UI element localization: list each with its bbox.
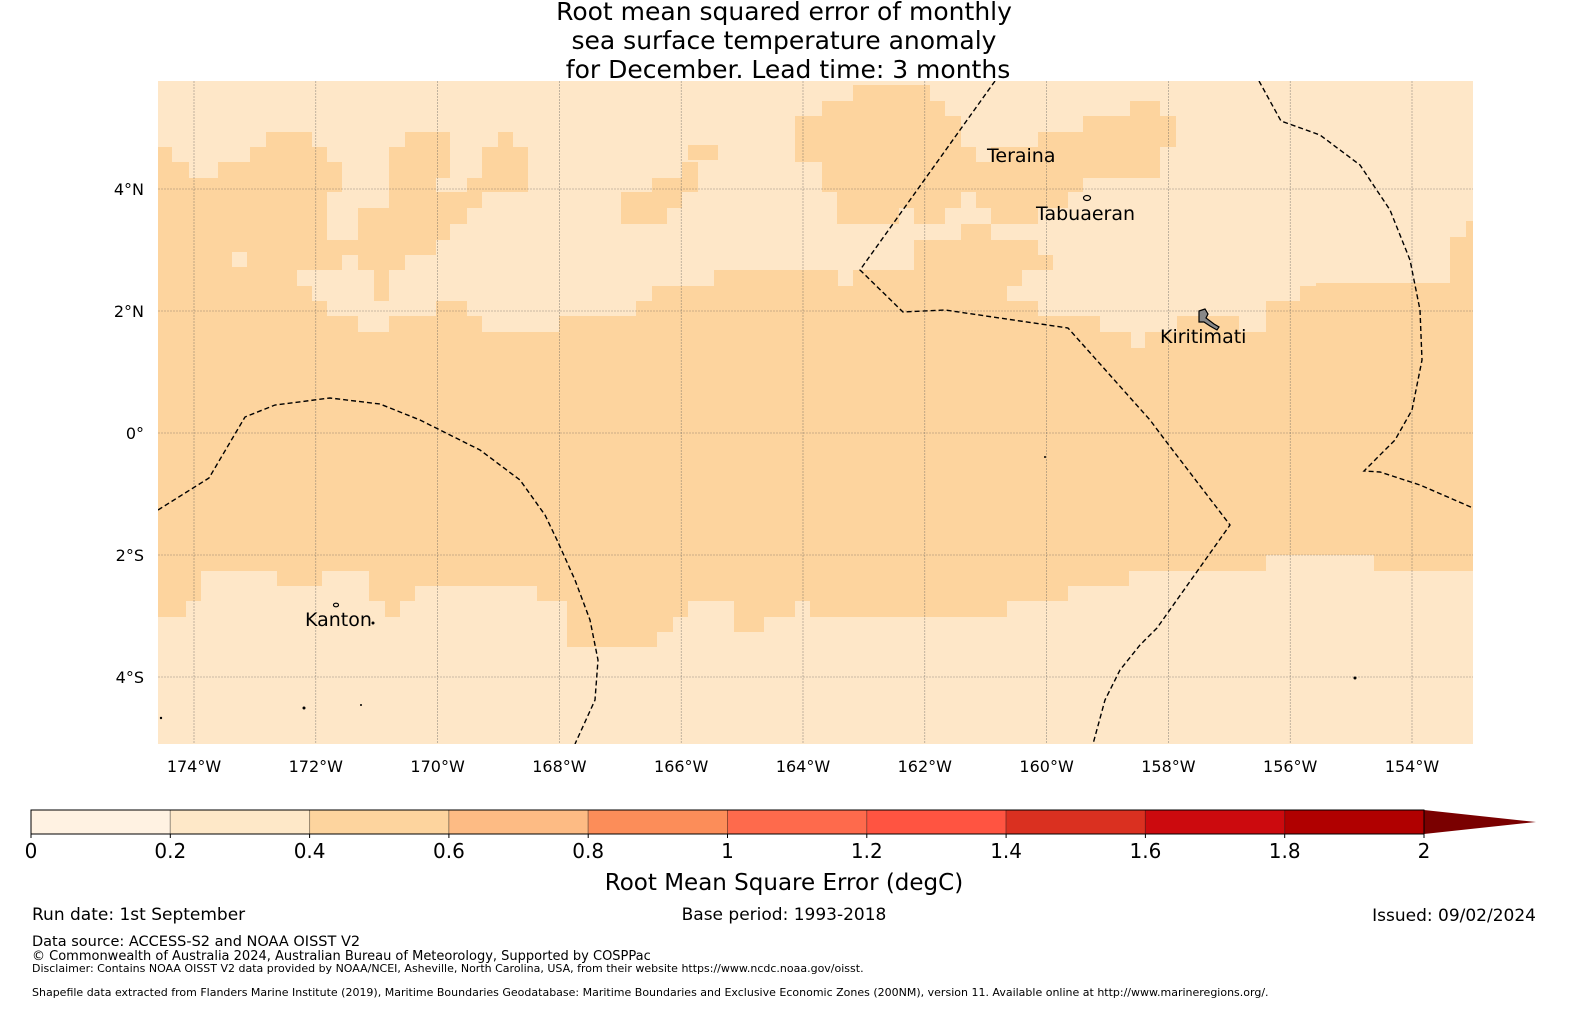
label-kiritimati: Kiritimati — [1160, 326, 1246, 348]
data-source: Data source: ACCESS-S2 and NOAA OISST V2 — [32, 934, 360, 950]
colorbar-bin — [309, 809, 450, 835]
rmse-patch — [158, 132, 342, 292]
colorbar-bin — [169, 809, 311, 835]
lat-tick-label: 0° — [126, 424, 144, 443]
island-dot — [1044, 456, 1046, 458]
colorbar-bin — [1005, 809, 1146, 835]
rmse-patch-low — [232, 252, 247, 267]
lon-tick-label: 160°W — [1019, 757, 1074, 776]
eez-boundary-phoenix — [158, 397, 599, 744]
latitude-tick-labels: 4°N 2°N 0° 2°S 4°S — [114, 180, 144, 687]
lat-tick-label: 2°N — [114, 302, 144, 321]
colorbar-bin — [587, 809, 729, 835]
kiritimati-island — [1198, 308, 1220, 331]
islands — [159, 194, 1357, 720]
longitude-tick-labels: 174°W 172°W 170°W 168°W 166°W 164°W 162°W 160°W… — [167, 757, 1440, 776]
colorbar-tick-label: 1.4 — [990, 839, 1022, 863]
graticule — [158, 81, 1473, 744]
title-line-1: Root mean squared error of monthly — [556, 0, 1012, 26]
shapefile-credit: Shapefile data extracted from Flanders M… — [32, 986, 1269, 999]
colorbar-bin — [866, 809, 1007, 835]
rmse-region-south-low — [158, 555, 1473, 744]
lon-tick-label: 158°W — [1141, 757, 1196, 776]
rmse-patch — [467, 132, 528, 192]
lon-tick-label: 174°W — [167, 757, 222, 776]
colorbar-bin — [1284, 809, 1425, 835]
lon-tick-label: 156°W — [1263, 757, 1318, 776]
colorbar-bin — [727, 809, 868, 835]
colorbar-bin — [1144, 809, 1286, 835]
footer: Run date: 1st September Base period: 199… — [32, 905, 1536, 999]
rmse-patch — [621, 162, 698, 224]
lon-tick-label: 166°W — [654, 757, 709, 776]
copyright: © Commonwealth of Australia 2024, Austra… — [32, 949, 651, 964]
lat-tick-label: 4°N — [114, 180, 144, 199]
colorbar-bin — [448, 809, 589, 835]
lon-tick-label: 154°W — [1385, 757, 1440, 776]
island-dot — [360, 704, 362, 706]
eez-boundaries — [158, 81, 1473, 744]
island-dot — [1353, 676, 1357, 680]
colorbar-tick-label: 0.4 — [294, 839, 326, 863]
eez-boundary-line-islands — [859, 81, 1231, 744]
lon-tick-label: 168°W — [532, 757, 587, 776]
map-panel: Teraina Tabuaeran Kiritimati Kanton 174°… — [114, 81, 1473, 776]
base-period: Base period: 1993-2018 — [682, 905, 887, 925]
label-kanton: Kanton — [305, 609, 372, 631]
tabuaeran-island — [1082, 194, 1092, 202]
label-teraina: Teraina — [986, 145, 1056, 167]
kanton-island — [332, 602, 340, 608]
colorbar-tick-label: 1 — [721, 839, 734, 863]
lon-tick-label: 162°W — [898, 757, 953, 776]
colorbar-bin — [30, 809, 171, 835]
colorbar-tick-label: 0.8 — [572, 839, 604, 863]
title-line-3: for December. Lead time: 3 months — [566, 55, 1010, 84]
colorbar: 0 0.2 0.4 0.6 0.8 1 1.2 1.4 1.6 1.8 2 — [25, 809, 1536, 863]
rmse-patch — [327, 132, 482, 301]
island-dot — [159, 716, 163, 720]
colorbar-tick-label: 1.6 — [1129, 839, 1161, 863]
lon-tick-label: 170°W — [410, 757, 465, 776]
colorbar-tick-label: 1.2 — [851, 839, 883, 863]
lat-tick-label: 2°S — [116, 546, 144, 565]
lon-tick-label: 164°W — [776, 757, 831, 776]
lon-tick-label: 172°W — [289, 757, 344, 776]
island-dot — [371, 621, 375, 625]
disclaimer: Disclaimer: Contains NOAA OISST V2 data … — [32, 962, 864, 975]
lat-tick-label: 4°S — [116, 668, 144, 687]
colorbar-extend-arrow — [1424, 810, 1536, 834]
issued-date: Issued: 09/02/2024 — [1372, 906, 1536, 926]
colorbar-tick-label: 0 — [25, 839, 38, 863]
colorbar-tick-label: 1.8 — [1269, 839, 1301, 863]
colorbar-tick-label: 0.2 — [154, 839, 186, 863]
colorbar-tick-label: 2 — [1418, 839, 1431, 863]
colorbar-tick-label: 0.6 — [433, 839, 465, 863]
run-date: Run date: 1st September — [32, 905, 245, 925]
eez-boundary-kiritimati — [1258, 81, 1473, 509]
title-line-2: sea surface temperature anomaly — [572, 26, 997, 55]
island-dot — [302, 706, 306, 710]
colorbar-label: Root Mean Square Error (degC) — [605, 870, 963, 896]
label-tabuaeran: Tabuaeran — [1035, 203, 1135, 225]
rmse-patch — [688, 145, 718, 160]
